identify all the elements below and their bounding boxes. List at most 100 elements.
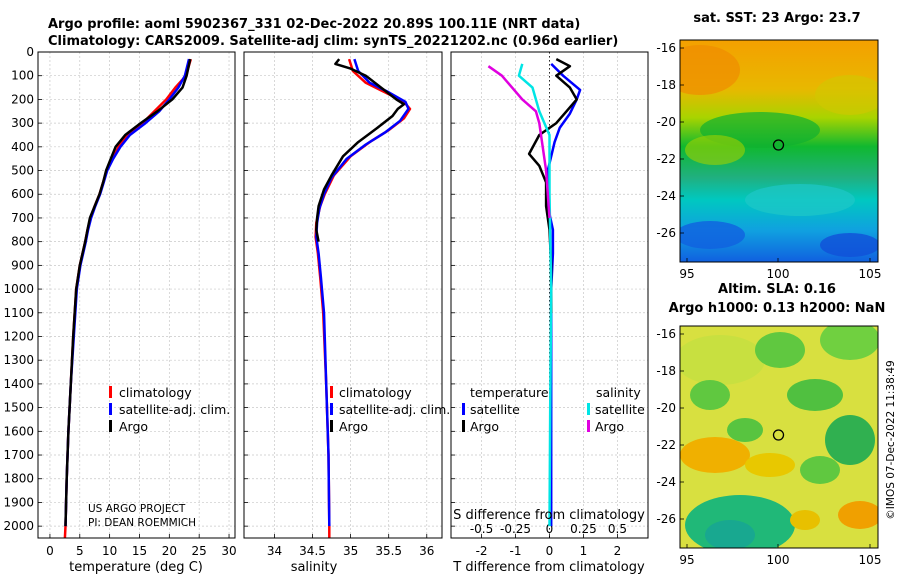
lat-tick-label: -22 <box>656 438 676 452</box>
legend-marker-s-satellite <box>587 403 590 415</box>
credit-project: US ARGO PROJECT <box>88 503 186 515</box>
legend-s-argo: Argo <box>595 419 624 434</box>
sla-map <box>680 326 878 548</box>
temperature-legend: climatology satellite-adj. clim. Argo <box>109 385 230 434</box>
depth-tick-label: 100 <box>11 69 34 83</box>
difference-panel: -2 -1 0 1 2 -0.5 -0.25 0 0.25 0.5 <box>450 51 649 558</box>
lat-tick-label: -20 <box>656 115 676 129</box>
depth-tick-label: 1600 <box>3 424 34 438</box>
legend-satellite: satellite-adj. clim. <box>339 402 450 417</box>
legend-argo: Argo <box>119 419 148 434</box>
sst-map <box>680 40 878 262</box>
temperature-xlabel: temperature (deg C) <box>69 560 203 575</box>
sla-map-title-2: Argo h1000: 0.13 h2000: NaN <box>669 301 886 316</box>
x-tick-label: 36 <box>419 544 434 558</box>
x-tick-label: 5 <box>76 544 84 558</box>
series-line-temperature-argo <box>527 57 578 313</box>
lat-tick-label: -26 <box>656 512 676 526</box>
depth-tick-label: 1100 <box>3 306 34 320</box>
legend-temperature-header: temperature <box>470 385 549 400</box>
imos-footer: ©IMOS 07-Dec-2022 11:38:49 <box>885 360 897 519</box>
panel-frame <box>37 51 236 539</box>
lon-tick-label: 105 <box>859 553 882 567</box>
legend-marker-climatology <box>330 386 333 398</box>
legend-marker-satellite <box>330 403 333 415</box>
legend-marker-climatology <box>109 386 112 398</box>
lat-tick-label: -18 <box>656 78 676 92</box>
legend-marker-argo <box>330 420 333 432</box>
legend-climatology: climatology <box>339 385 412 400</box>
series-line-argo <box>64 58 192 527</box>
sst-profile-marker <box>772 139 785 151</box>
t-diff-xlabel: T difference from climatology <box>452 560 645 575</box>
lat-tick-label: -24 <box>656 189 676 203</box>
depth-tick-label: 1000 <box>3 282 34 296</box>
depth-tick-label: 900 <box>11 258 34 272</box>
series-line-satellite-adj-clim <box>315 58 410 527</box>
lon-tick-label: 100 <box>767 553 790 567</box>
lat-tick-label: -18 <box>656 364 676 378</box>
sst-map-axes: -16 -18 -20 -22 -24 -26 95 100 105 <box>656 41 881 281</box>
depth-tick-label: 700 <box>11 211 34 225</box>
legend-marker-argo <box>109 420 112 432</box>
temperature-panel: 0 5 10 15 20 25 30 <box>37 51 237 558</box>
series-line-temperature-satellite <box>546 63 582 527</box>
sla-map-frame <box>679 325 879 549</box>
depth-tick-label: 300 <box>11 116 34 130</box>
legend-t-argo: Argo <box>470 419 499 434</box>
x-tick-label: 0 <box>46 544 54 558</box>
series-line-satellite-adj-clim <box>64 58 191 527</box>
depth-tick-label: 1200 <box>3 329 34 343</box>
legend-marker-s-argo <box>587 420 590 432</box>
series-line-climatology <box>63 58 193 539</box>
depth-axis: 0 100 200 300 400 500 600 700 800 900 1000 1100 1200… <box>3 45 34 533</box>
s-diff-xlabel: S difference from climatology <box>453 508 645 523</box>
x-tick-label: 0 <box>546 544 554 558</box>
salinity-xlabel: salinity <box>291 560 338 575</box>
x-tick-label: 1 <box>580 544 588 558</box>
x-tick-label: 35.5 <box>375 544 402 558</box>
sst-map-frame <box>679 39 879 263</box>
lat-tick-label: -26 <box>656 226 676 240</box>
lon-tick-label: 95 <box>679 267 694 281</box>
depth-tick-label: 1500 <box>3 401 34 415</box>
sst-map-title: sat. SST: 23 Argo: 23.7 <box>693 11 860 26</box>
legend-marker-t-argo <box>462 420 465 432</box>
s-tick-label: -0.5 <box>470 522 493 536</box>
x-tick-label: 34 <box>267 544 282 558</box>
depth-tick-label: 200 <box>11 92 34 106</box>
lat-tick-label: -16 <box>656 41 676 55</box>
x-tick-label: 25 <box>192 544 207 558</box>
x-tick-label: -2 <box>476 544 488 558</box>
legend-t-satellite: satellite <box>470 402 520 417</box>
depth-tick-label: 400 <box>11 140 34 154</box>
difference-legend: temperature salinity satellite Argo sate… <box>462 385 645 434</box>
lat-tick-label: -20 <box>656 401 676 415</box>
credit-pi: PI: DEAN ROEMMICH <box>88 517 196 529</box>
x-tick-label: 35 <box>343 544 358 558</box>
lat-tick-label: -16 <box>656 327 676 341</box>
sla-map-title-1: Altim. SLA: 0.16 <box>718 282 836 297</box>
x-tick-label: -1 <box>510 544 522 558</box>
depth-tick-label: 1400 <box>3 377 34 391</box>
depth-tick-label: 500 <box>11 164 34 178</box>
series-line-salinity-argo <box>487 65 551 219</box>
x-tick-label: 30 <box>221 544 236 558</box>
depth-tick-label: 600 <box>11 187 34 201</box>
x-tick-label: 2 <box>614 544 622 558</box>
lon-tick-label: 95 <box>679 553 694 567</box>
x-tick-label: 15 <box>132 544 147 558</box>
series-line-salinity-satellite <box>517 63 553 527</box>
lat-tick-label: -22 <box>656 152 676 166</box>
depth-tick-label: 1900 <box>3 495 34 509</box>
s-tick-label: 0.5 <box>608 522 627 536</box>
s-tick-label: 0.25 <box>570 522 597 536</box>
series-line-argo <box>315 58 406 242</box>
legend-climatology: climatology <box>119 385 192 400</box>
title-line-2: Climatology: CARS2009. Satellite-adj cli… <box>48 34 618 49</box>
legend-salinity-header: salinity <box>596 385 641 400</box>
sla-profile-marker <box>772 429 785 441</box>
legend-argo: Argo <box>339 419 368 434</box>
legend-marker-t-satellite <box>462 403 465 415</box>
